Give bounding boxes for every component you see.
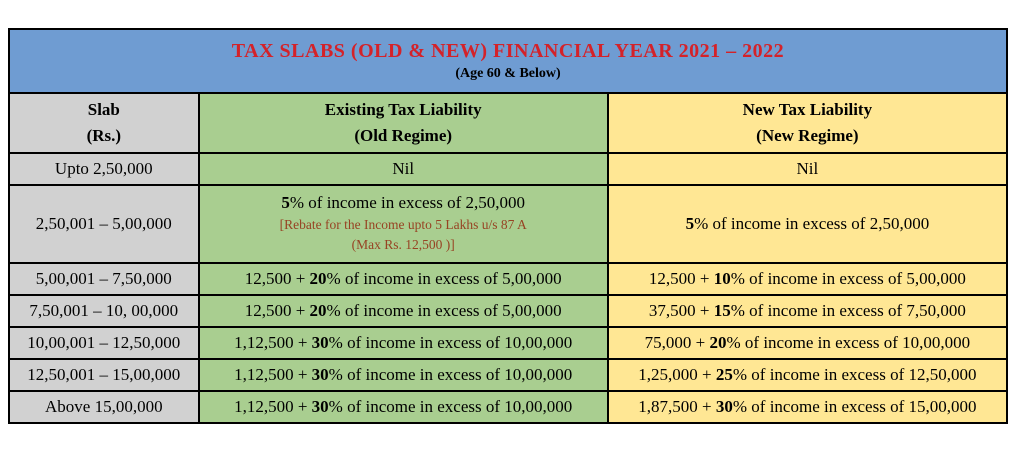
- new-tax-rest: % of income in excess of 7,50,000: [730, 301, 966, 320]
- old-tax-cell: 12,500 + 20% of income in excess of 5,00…: [197, 262, 609, 296]
- table-row: 12,50,001 – 15,00,000 1,12,500 + 30% of …: [8, 358, 1009, 392]
- new-tax-text: 12,500 +: [648, 269, 714, 288]
- header-slab: Slab (Rs.): [8, 92, 200, 154]
- old-tax-cell: 5% of income in excess of 2,50,000 [Reba…: [197, 184, 609, 264]
- new-tax-rest: % of income in excess of 12,50,000: [732, 365, 977, 384]
- new-tax-rest: % of income in excess of 10,00,000: [726, 333, 971, 352]
- new-tax-rest: % of income in excess of 2,50,000: [694, 214, 930, 233]
- table-row: 7,50,001 – 10, 00,000 12,500 + 20% of in…: [8, 294, 1009, 328]
- table-row: 10,00,001 – 12,50,000 1,12,500 + 30% of …: [8, 326, 1009, 360]
- table-row: Upto 2,50,000 Nil Nil: [8, 152, 1009, 186]
- new-tax-rate: 25: [715, 365, 733, 384]
- slab-cell: 7,50,001 – 10, 00,000: [8, 294, 200, 328]
- tax-slab-table: TAX SLABS (OLD & NEW) FINANCIAL YEAR 202…: [8, 28, 1009, 424]
- slab-cell: Above 15,00,000: [8, 390, 200, 424]
- rebate-note: [Rebate for the Income upto 5 Lakhs u/s …: [204, 215, 603, 254]
- old-tax-rate: 20: [309, 269, 327, 288]
- slab-cell: 12,50,001 – 15,00,000: [8, 358, 200, 392]
- new-tax-rate: 20: [709, 333, 727, 352]
- header-old-line2: (Old Regime): [354, 126, 453, 145]
- old-tax-main: 5% of income in excess of 2,50,000: [204, 193, 603, 213]
- old-tax-rest: % of income in excess of 5,00,000: [326, 269, 562, 288]
- new-tax-cell: Nil: [606, 152, 1009, 186]
- old-tax-rate: 20: [309, 301, 327, 320]
- old-tax-rest: % of income in excess of 2,50,000: [289, 193, 525, 213]
- new-tax-rate: 5: [685, 214, 695, 233]
- new-tax-rest: % of income in excess of 15,00,000: [732, 397, 977, 416]
- old-tax-rate: 30: [311, 397, 329, 416]
- rebate-note-line1: [Rebate for the Income upto 5 Lakhs u/s …: [279, 217, 527, 233]
- old-tax-cell: 1,12,500 + 30% of income in excess of 10…: [197, 326, 609, 360]
- new-tax-rate: 10: [713, 269, 731, 288]
- old-tax-rate: 5: [281, 193, 290, 213]
- slab-cell: 10,00,001 – 12,50,000: [8, 326, 200, 360]
- slab-cell: 2,50,001 – 5,00,000: [8, 184, 200, 264]
- new-tax-cell: 37,500 + 15% of income in excess of 7,50…: [606, 294, 1009, 328]
- header-new-line2: (New Regime): [756, 126, 859, 145]
- old-tax-rest: % of income in excess of 5,00,000: [326, 301, 562, 320]
- rebate-note-line2: (Max Rs. 12,500 )]: [351, 237, 455, 252]
- header-old-line1: Existing Tax Liability: [324, 99, 482, 119]
- new-tax-rate: 30: [715, 397, 733, 416]
- old-tax-text: Nil: [392, 159, 415, 178]
- new-tax-text: 1,25,000 +: [638, 365, 716, 384]
- header-new-regime: New Tax Liability (New Regime): [606, 92, 1009, 154]
- new-tax-cell: 1,87,500 + 30% of income in excess of 15…: [606, 390, 1009, 424]
- table-row: Above 15,00,000 1,12,500 + 30% of income…: [8, 390, 1009, 424]
- old-tax-cell: 12,500 + 20% of income in excess of 5,00…: [197, 294, 609, 328]
- header-new-line1: New Tax Liability: [742, 99, 873, 119]
- old-tax-cell: 1,12,500 + 30% of income in excess of 10…: [197, 358, 609, 392]
- old-tax-rest: % of income in excess of 10,00,000: [328, 333, 573, 352]
- old-tax-text: 12,500 +: [244, 301, 310, 320]
- header-slab-line2: (Rs.): [86, 126, 122, 145]
- table-title: TAX SLABS (OLD & NEW) FINANCIAL YEAR 202…: [231, 40, 785, 63]
- new-tax-rest: % of income in excess of 5,00,000: [730, 269, 966, 288]
- new-tax-text: Nil: [796, 159, 819, 178]
- old-tax-text: 1,12,500 +: [234, 397, 312, 416]
- old-tax-rest: % of income in excess of 10,00,000: [328, 365, 573, 384]
- slab-cell: Upto 2,50,000: [8, 152, 200, 186]
- new-tax-cell: 12,500 + 10% of income in excess of 5,00…: [606, 262, 1009, 296]
- slab-cell: 5,00,001 – 7,50,000: [8, 262, 200, 296]
- old-tax-rate: 30: [311, 365, 329, 384]
- old-tax-cell: 1,12,500 + 30% of income in excess of 10…: [197, 390, 609, 424]
- banner-row: TAX SLABS (OLD & NEW) FINANCIAL YEAR 202…: [8, 28, 1008, 94]
- new-tax-text: 1,87,500 +: [638, 397, 716, 416]
- header-old-regime: Existing Tax Liability (Old Regime): [197, 92, 609, 154]
- old-tax-cell: Nil: [197, 152, 609, 186]
- banner-cell: TAX SLABS (OLD & NEW) FINANCIAL YEAR 202…: [8, 28, 1008, 94]
- new-tax-text: 75,000 +: [644, 333, 710, 352]
- new-tax-rate: 15: [713, 301, 731, 320]
- table-subtitle: (Age 60 & Below): [455, 66, 561, 82]
- old-tax-text: 1,12,500 +: [234, 333, 312, 352]
- old-tax-rate: 30: [311, 333, 329, 352]
- table-row: 5,00,001 – 7,50,000 12,500 + 20% of inco…: [8, 262, 1009, 296]
- column-header-row: Slab (Rs.) Existing Tax Liability (Old R…: [8, 92, 1009, 154]
- new-tax-cell: 75,000 + 20% of income in excess of 10,0…: [606, 326, 1009, 360]
- old-tax-text: 1,12,500 +: [234, 365, 312, 384]
- old-tax-rest: % of income in excess of 10,00,000: [328, 397, 573, 416]
- new-tax-cell: 5% of income in excess of 2,50,000: [606, 184, 1009, 264]
- new-tax-text: 37,500 +: [648, 301, 714, 320]
- old-tax-text: 12,500 +: [244, 269, 310, 288]
- table-row: 2,50,001 – 5,00,000 5% of income in exce…: [8, 184, 1009, 264]
- header-slab-line1: Slab: [87, 99, 120, 119]
- new-tax-cell: 1,25,000 + 25% of income in excess of 12…: [606, 358, 1009, 392]
